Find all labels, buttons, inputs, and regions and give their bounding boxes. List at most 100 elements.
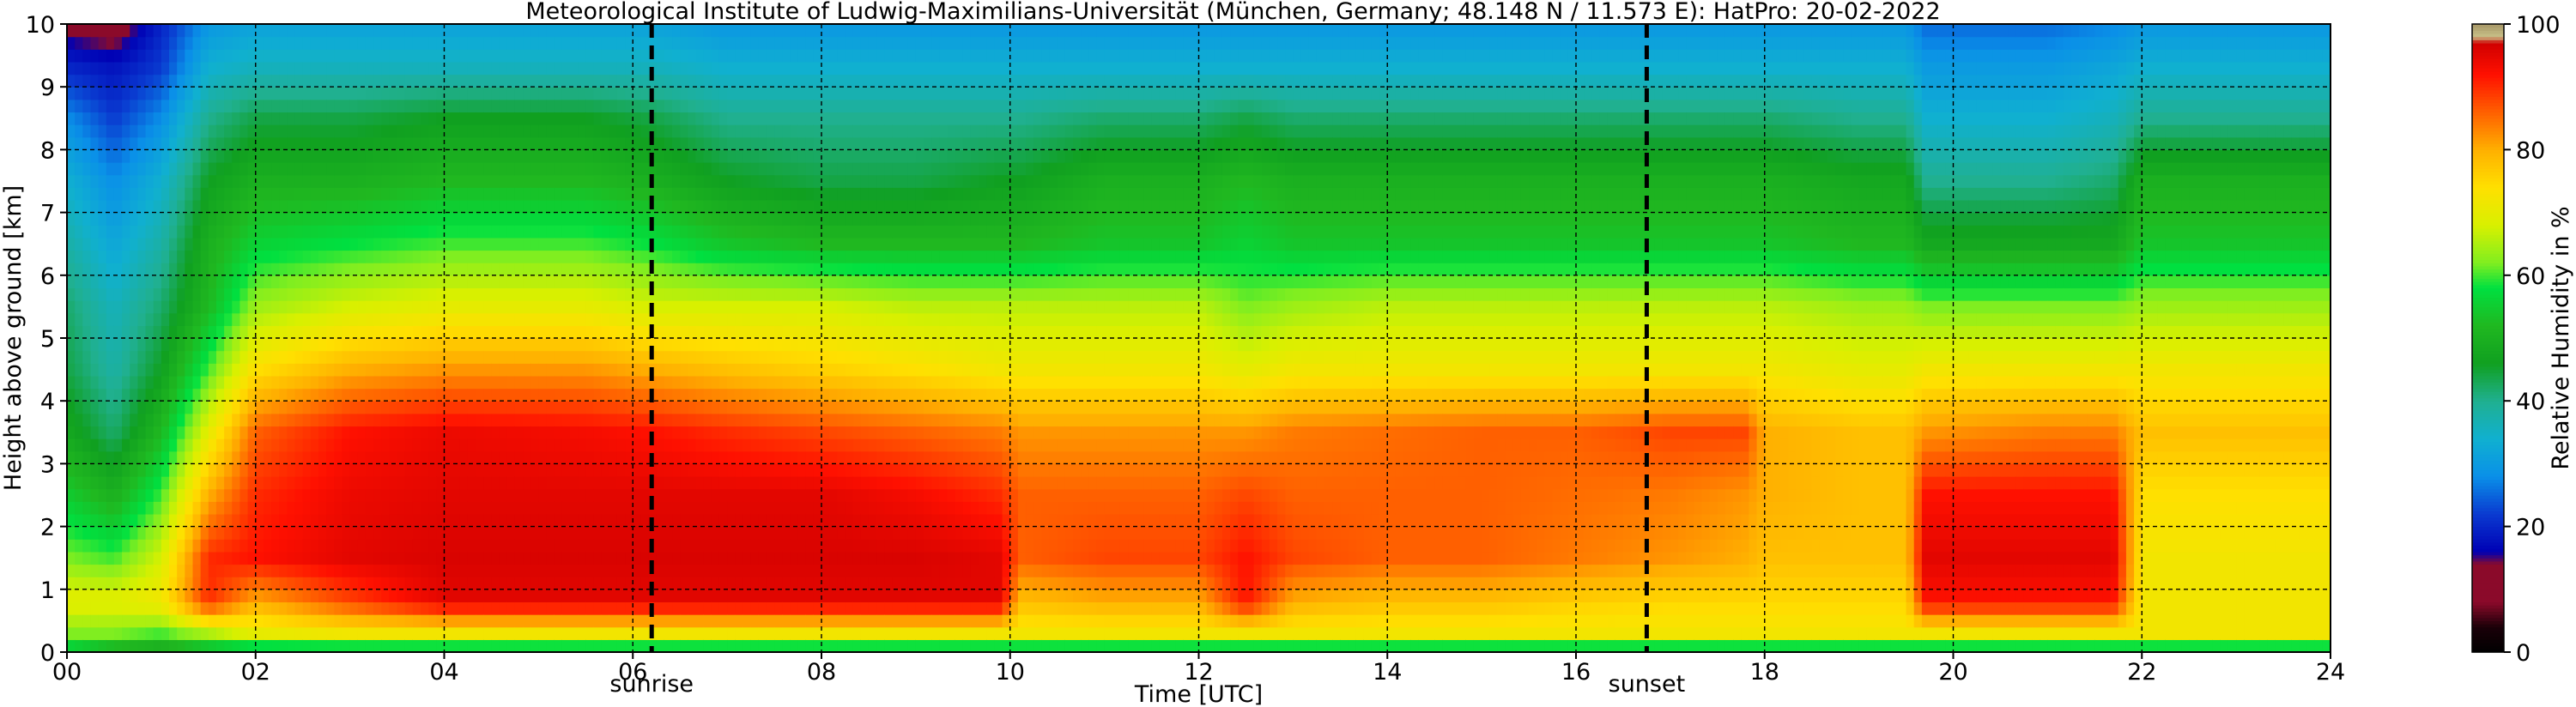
heatmap-cell bbox=[790, 174, 799, 188]
heatmap-cell bbox=[664, 601, 673, 615]
heatmap-cell bbox=[279, 463, 288, 477]
heatmap-cell bbox=[263, 463, 272, 477]
heatmap-cell bbox=[287, 162, 296, 176]
heatmap-cell bbox=[177, 476, 185, 490]
heatmap-cell bbox=[593, 199, 603, 214]
heatmap-cell bbox=[467, 626, 476, 640]
heatmap-cell bbox=[397, 488, 406, 502]
heatmap-cell bbox=[334, 551, 343, 565]
heatmap-cell bbox=[412, 639, 421, 653]
heatmap-cell bbox=[845, 450, 854, 464]
heatmap-cell bbox=[153, 149, 162, 163]
heatmap-cell bbox=[554, 199, 563, 214]
heatmap-cell bbox=[169, 476, 178, 490]
heatmap-cell bbox=[232, 225, 241, 239]
heatmap-cell bbox=[616, 225, 626, 239]
heatmap-cell bbox=[688, 350, 697, 364]
heatmap-cell bbox=[255, 325, 264, 339]
heatmap-cell bbox=[570, 626, 579, 640]
heatmap-cell bbox=[255, 212, 264, 226]
heatmap-cell bbox=[357, 401, 367, 414]
heatmap-cell bbox=[90, 513, 100, 528]
heatmap-cell bbox=[349, 174, 359, 188]
heatmap-cell bbox=[177, 312, 185, 326]
heatmap-cell bbox=[530, 61, 539, 76]
heatmap-cell bbox=[279, 149, 288, 163]
heatmap-cell bbox=[813, 539, 822, 553]
heatmap-cell bbox=[161, 488, 170, 502]
heatmap-cell bbox=[523, 463, 531, 477]
heatmap-cell bbox=[232, 577, 241, 590]
heatmap-cell bbox=[421, 350, 429, 364]
heatmap-cell bbox=[404, 124, 414, 138]
heatmap-cell bbox=[318, 250, 327, 263]
heatmap-cell bbox=[255, 74, 264, 88]
heatmap-cell bbox=[208, 74, 217, 88]
heatmap-cell bbox=[412, 501, 421, 515]
heatmap-cell bbox=[742, 124, 752, 138]
heatmap-cell bbox=[122, 350, 130, 364]
heatmap-cell bbox=[766, 174, 775, 188]
heatmap-cell bbox=[318, 526, 327, 540]
heatmap-cell bbox=[797, 338, 807, 352]
heatmap-cell bbox=[483, 626, 493, 640]
heatmap-cell bbox=[421, 49, 429, 63]
heatmap-cell bbox=[342, 24, 351, 38]
heatmap-cell bbox=[342, 87, 351, 100]
heatmap-cell bbox=[514, 250, 524, 263]
heatmap-cell bbox=[436, 174, 445, 188]
heatmap-cell bbox=[790, 263, 799, 276]
heatmap-cell bbox=[640, 501, 650, 515]
heatmap-cell bbox=[185, 614, 194, 628]
heatmap-cell bbox=[766, 363, 775, 377]
heatmap-cell bbox=[342, 275, 351, 289]
heatmap-cell bbox=[688, 488, 697, 502]
heatmap-cell bbox=[514, 300, 524, 314]
heatmap-cell bbox=[711, 513, 720, 528]
heatmap-cell bbox=[546, 513, 555, 528]
heatmap-cell bbox=[593, 501, 603, 515]
heatmap-cell bbox=[718, 577, 728, 590]
heatmap-cell bbox=[680, 476, 688, 490]
heatmap-cell bbox=[546, 212, 555, 226]
heatmap-cell bbox=[616, 375, 626, 390]
heatmap-cell bbox=[67, 174, 76, 188]
heatmap-cell bbox=[711, 325, 720, 339]
heatmap-cell bbox=[491, 476, 500, 490]
heatmap-cell bbox=[381, 99, 391, 113]
heatmap-cell bbox=[412, 61, 421, 76]
heatmap-cell bbox=[421, 551, 429, 565]
heatmap-cell bbox=[208, 325, 217, 339]
heatmap-cell bbox=[75, 413, 83, 427]
heatmap-cell bbox=[538, 74, 548, 88]
heatmap-cell bbox=[633, 488, 642, 502]
heatmap-cell bbox=[342, 426, 351, 439]
heatmap-cell bbox=[177, 513, 185, 528]
heatmap-cell bbox=[381, 388, 391, 402]
heatmap-cell bbox=[593, 312, 603, 326]
heatmap-cell bbox=[758, 488, 767, 502]
heatmap-cell bbox=[774, 589, 783, 603]
heatmap-cell bbox=[397, 450, 406, 464]
heatmap-cell bbox=[585, 74, 595, 88]
heatmap-cell bbox=[633, 363, 642, 377]
heatmap-cell bbox=[389, 87, 398, 100]
heatmap-cell bbox=[192, 450, 202, 464]
heatmap-cell bbox=[578, 325, 586, 339]
heatmap-cell bbox=[664, 312, 673, 326]
heatmap-cell bbox=[640, 263, 650, 276]
heatmap-cell bbox=[837, 87, 846, 100]
heatmap-cell bbox=[758, 338, 767, 352]
heatmap-cell bbox=[357, 350, 367, 364]
heatmap-cell bbox=[263, 577, 272, 590]
heatmap-cell bbox=[82, 237, 92, 251]
heatmap-cell bbox=[845, 476, 854, 490]
heatmap-cell bbox=[782, 338, 791, 352]
heatmap-cell bbox=[695, 413, 705, 427]
heatmap-cell bbox=[774, 526, 783, 540]
heatmap-cell bbox=[703, 112, 712, 125]
heatmap-cell bbox=[161, 450, 170, 464]
heatmap-cell bbox=[530, 577, 539, 590]
heatmap-cell bbox=[185, 426, 194, 439]
heatmap-cell bbox=[664, 199, 673, 214]
